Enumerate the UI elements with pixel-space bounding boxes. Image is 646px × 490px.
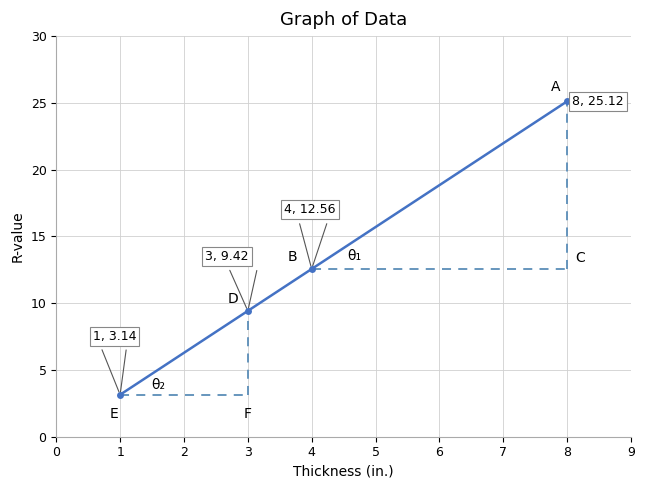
Text: θ₂: θ₂ bbox=[151, 378, 165, 392]
Y-axis label: R-value: R-value bbox=[11, 211, 25, 262]
Text: 4, 12.56: 4, 12.56 bbox=[284, 203, 336, 216]
Text: 8, 25.12: 8, 25.12 bbox=[572, 95, 624, 108]
Text: F: F bbox=[244, 407, 252, 421]
Title: Graph of Data: Graph of Data bbox=[280, 11, 407, 29]
Text: A: A bbox=[551, 80, 560, 94]
Text: 1, 3.14: 1, 3.14 bbox=[92, 330, 136, 343]
Text: 3, 9.42: 3, 9.42 bbox=[205, 250, 249, 263]
Text: θ₁: θ₁ bbox=[347, 249, 361, 264]
Text: D: D bbox=[227, 292, 238, 306]
Text: B: B bbox=[288, 249, 298, 264]
X-axis label: Thickness (in.): Thickness (in.) bbox=[293, 465, 394, 479]
Text: C: C bbox=[575, 251, 585, 265]
Text: E: E bbox=[109, 407, 118, 421]
